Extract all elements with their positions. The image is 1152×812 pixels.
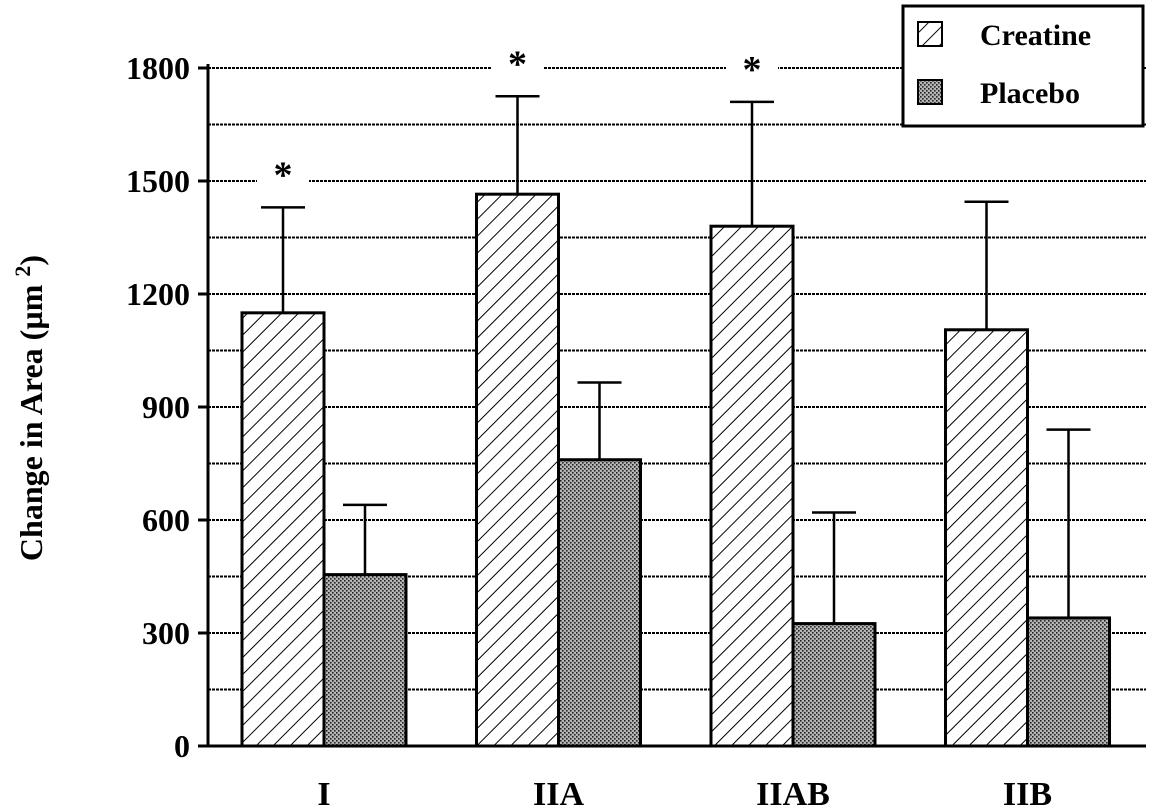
legend-label-placebo: Placebo — [980, 77, 1080, 110]
y-tick-label: 0 — [174, 728, 190, 764]
bar-creatine-iib — [944, 328, 1029, 748]
significance-star: * — [743, 49, 762, 91]
bar-creatine-iia — [475, 192, 560, 748]
y-tick-label: 300 — [142, 615, 190, 651]
bar-placebo-iia — [557, 458, 642, 748]
y-tick-label: 1200 — [126, 276, 190, 312]
bar-creatine-iiab — [709, 224, 795, 748]
significance-star: * — [274, 154, 293, 196]
x-tick-label: IIB — [1003, 776, 1052, 812]
x-tick-label: IIA — [533, 776, 584, 812]
bar-placebo-iib — [1026, 616, 1111, 748]
error-bars — [261, 95, 1091, 624]
legend-swatch-creatine — [917, 21, 943, 47]
significance-backdrop — [491, 36, 544, 79]
significance-backdrop — [726, 41, 778, 84]
significance-backdrop — [257, 147, 309, 190]
y-tick-label: 1800 — [126, 50, 190, 86]
bar-placebo-iiab — [791, 622, 877, 748]
bar-creatine-i — [240, 311, 326, 748]
significance-markers: * * * — [257, 36, 778, 196]
y-tick-label: 1500 — [126, 163, 190, 199]
x-tick-label: IIAB — [756, 776, 830, 812]
bar-placebo-i — [322, 573, 408, 748]
legend: Creatine Placebo — [901, 4, 1145, 128]
y-axis-ticks: 0 300 600 900 1200 1500 1800 — [126, 50, 208, 764]
legend-swatch-placebo — [917, 79, 943, 105]
x-axis-labels: I IIA IIAB IIB — [317, 776, 1052, 812]
x-tick-label: I — [317, 776, 330, 812]
significance-star: * — [508, 43, 527, 85]
y-tick-label: 900 — [142, 389, 190, 425]
y-axis-title: Change in Area (µm 2) — [10, 255, 50, 561]
y-tick-label: 600 — [142, 502, 190, 538]
legend-label-creatine: Creatine — [980, 19, 1091, 52]
bars — [240, 192, 1111, 748]
